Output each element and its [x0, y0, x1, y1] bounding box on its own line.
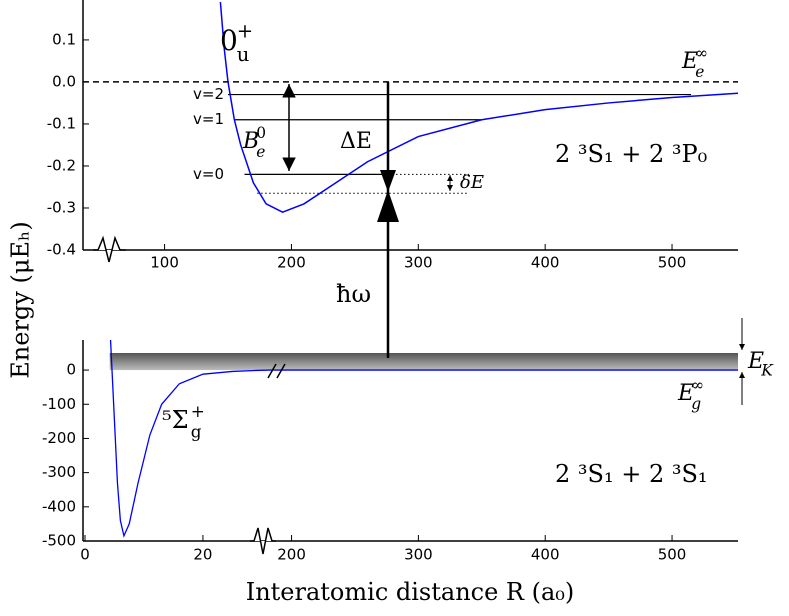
annotation: B0 e	[242, 124, 266, 161]
annotation-sub: K	[760, 362, 774, 380]
annotation-sup: 0	[256, 124, 266, 142]
y-tick-label: 0	[66, 361, 76, 379]
x-tick-label: 200	[277, 254, 306, 272]
lower-curves	[109, 340, 738, 538]
annotation-text: E	[747, 349, 764, 374]
axis-break	[250, 527, 276, 555]
x-tick-label: 100	[150, 254, 179, 272]
y-tick-label: 0.0	[52, 72, 76, 90]
x-tick-label: 20	[193, 546, 212, 564]
annotation-text: δE	[460, 172, 484, 193]
annotation: ΔE	[340, 129, 372, 154]
annotation-text: 2 ³S₁ + 2 ³P₀	[555, 140, 707, 168]
annotation-sup: ∞	[695, 44, 708, 62]
y-axis-label: Energy (μEₕ)	[7, 221, 35, 378]
annotation-text: E	[677, 381, 694, 406]
annotation: ħω	[336, 280, 371, 308]
annotation-sup: ∞	[691, 376, 704, 394]
annotation-text: ΔE	[340, 129, 372, 154]
annotation: E∞ e	[681, 44, 708, 81]
annotation: 2 ³S₁ + 2 ³S₁	[555, 460, 708, 488]
level-label: v=0	[193, 165, 224, 183]
potential-curve	[109, 340, 738, 538]
annotation-sup: +	[237, 19, 253, 42]
annotation-sub: e	[695, 63, 704, 81]
y-tick-label: -500	[42, 532, 76, 550]
potential-curve	[219, 2, 738, 214]
delta-e-arrowhead	[380, 170, 396, 192]
x-axis-label: Interatomic distance R (a₀)	[246, 578, 575, 606]
axis-break	[93, 235, 126, 263]
y-tick-label: -0.2	[47, 156, 76, 174]
y-tick-label: 0.1	[52, 30, 76, 48]
annotation-sub: e	[256, 143, 265, 161]
annotation-sub: g	[691, 395, 701, 413]
x-tick-label: 500	[658, 546, 687, 564]
x-tick-label: 300	[404, 546, 433, 564]
y-tick-label: -0.4	[47, 241, 76, 259]
level-label: v=2	[193, 85, 224, 103]
annotation: 2 ³S₁ + 2 ³P₀	[555, 140, 707, 168]
annotation: EK	[747, 349, 774, 380]
x-tick-label: 400	[531, 254, 560, 272]
y-tick-label: -300	[42, 463, 76, 481]
thermal-band	[109, 352, 739, 371]
y-tick-label: -0.1	[47, 114, 76, 132]
x-tick-label: 200	[277, 546, 306, 564]
annotation-text: E	[681, 49, 698, 74]
annotation-text: 2 ³S₁ + 2 ³S₁	[555, 460, 708, 488]
x-tick-label: 0	[80, 546, 90, 564]
annotation-text: B	[242, 129, 259, 154]
annotation-sub: g	[191, 422, 202, 442]
curve-break	[267, 363, 286, 379]
annotation-sup: +	[191, 401, 205, 421]
level-label: v=1	[193, 110, 224, 128]
y-tick-label: -400	[42, 497, 76, 515]
annotation-text: 0	[220, 24, 238, 57]
x-tick-label: 500	[658, 254, 687, 272]
y-tick-label: -0.3	[47, 198, 76, 216]
annotation: δE	[460, 172, 484, 193]
upper-curves	[219, 2, 738, 214]
annotation: ⁵Σ + g	[162, 401, 205, 441]
annotation: 0+ u	[220, 19, 253, 66]
y-tick-label: -200	[42, 429, 76, 447]
y-tick-label: -100	[42, 395, 76, 413]
photon-arrowhead	[377, 190, 399, 222]
annotation: E∞ g	[677, 376, 704, 413]
x-tick-label: 300	[404, 254, 433, 272]
x-tick-label: 400	[531, 546, 560, 564]
annotation-text: ħω	[336, 280, 371, 308]
annotation-sub: u	[237, 43, 250, 66]
annotation-text: ⁵Σ	[162, 406, 189, 434]
